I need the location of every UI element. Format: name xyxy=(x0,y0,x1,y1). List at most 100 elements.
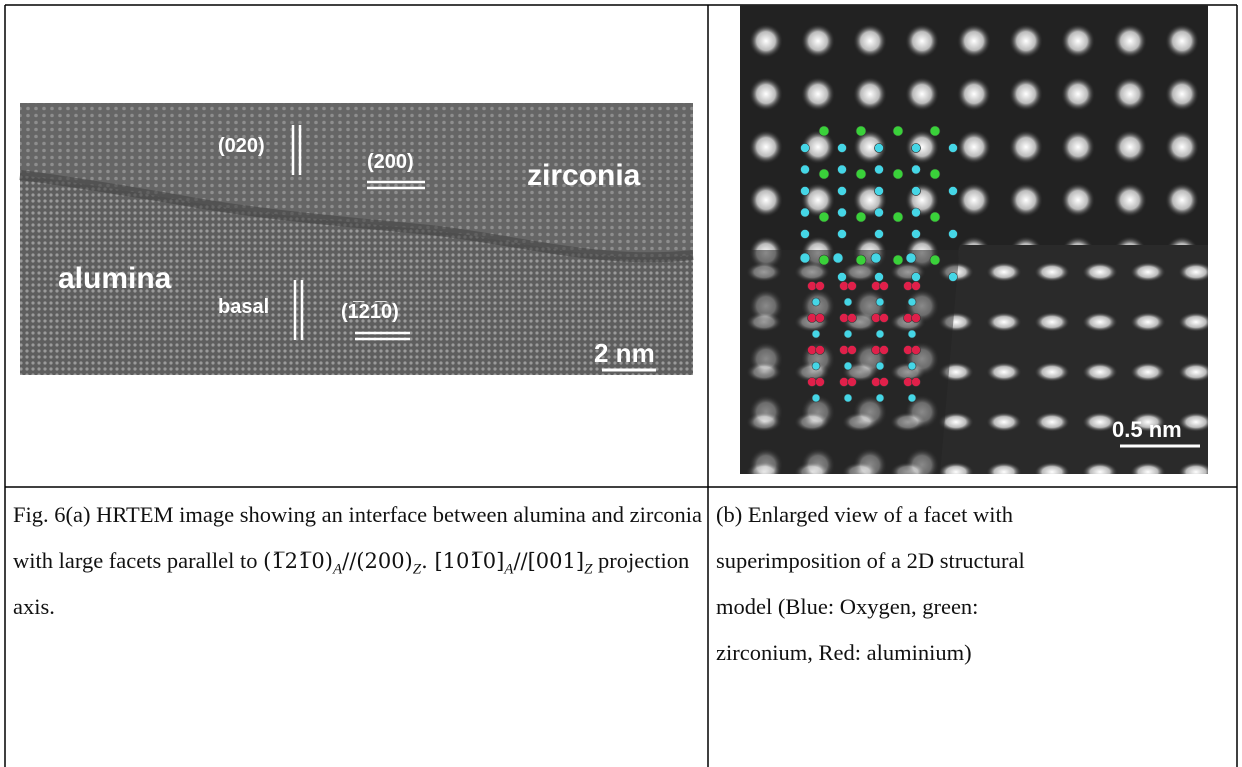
atom xyxy=(930,255,940,265)
atom xyxy=(812,298,820,306)
atom xyxy=(893,255,903,265)
atom xyxy=(856,169,866,179)
atom xyxy=(819,212,829,222)
atom xyxy=(912,165,921,174)
atom xyxy=(871,253,881,263)
label: (200) xyxy=(367,151,414,173)
atom xyxy=(856,126,866,136)
atom xyxy=(848,314,857,323)
page: (020) (200) zirconia alumina basal (1̅21… xyxy=(0,0,1242,767)
atom xyxy=(838,144,847,153)
atom xyxy=(904,378,913,387)
atom xyxy=(872,282,881,291)
caption-sub: Z xyxy=(413,562,421,578)
atom xyxy=(838,165,847,174)
atom xyxy=(840,282,849,291)
label: basal xyxy=(218,296,269,318)
atom xyxy=(949,273,958,282)
atom xyxy=(875,144,884,153)
atom xyxy=(838,187,847,196)
atom xyxy=(816,378,825,387)
atom xyxy=(816,282,825,291)
atom xyxy=(876,394,884,402)
atom xyxy=(840,346,849,355)
atom xyxy=(872,314,881,323)
atom xyxy=(880,282,889,291)
atom xyxy=(908,394,916,402)
atom xyxy=(912,144,921,153)
atom xyxy=(875,208,884,217)
atom xyxy=(808,378,817,387)
atom xyxy=(840,378,849,387)
atom xyxy=(856,212,866,222)
atom xyxy=(856,255,866,265)
atom xyxy=(812,330,820,338)
atom xyxy=(904,346,913,355)
atom xyxy=(840,314,849,323)
atom xyxy=(930,169,940,179)
hrtem-image-a: (020) (200) zirconia alumina basal (1̅21… xyxy=(20,103,693,375)
caption-math: //(200) xyxy=(342,549,413,573)
atom xyxy=(816,346,825,355)
caption-b: (b) Enlarged view of a facet with superi… xyxy=(716,492,1046,676)
atom xyxy=(949,144,958,153)
figure-table: (020) (200) zirconia alumina basal (1̅21… xyxy=(0,0,1242,767)
atom xyxy=(875,187,884,196)
atom xyxy=(838,208,847,217)
atom xyxy=(833,253,843,263)
caption-math: (1̅21̅0) xyxy=(263,549,333,573)
atom xyxy=(816,314,825,323)
atom xyxy=(875,273,884,282)
atom xyxy=(893,169,903,179)
atom xyxy=(880,378,889,387)
atom xyxy=(880,346,889,355)
atom xyxy=(808,346,817,355)
label: alumina xyxy=(58,262,172,295)
atom xyxy=(912,282,921,291)
caption-sub: A xyxy=(333,562,342,578)
atom xyxy=(904,282,913,291)
caption-math: . [101̅0] xyxy=(421,549,504,573)
atom xyxy=(812,362,820,370)
atom xyxy=(838,230,847,239)
atom xyxy=(912,230,921,239)
atom xyxy=(930,212,940,222)
atom xyxy=(819,126,829,136)
atom xyxy=(801,144,810,153)
label: (020) xyxy=(218,135,265,157)
atom xyxy=(893,126,903,136)
atom xyxy=(801,208,810,217)
atom xyxy=(872,378,881,387)
atom xyxy=(808,282,817,291)
atom xyxy=(844,330,852,338)
atom xyxy=(908,362,916,370)
label: (1̅21̅0) xyxy=(341,301,399,323)
atom xyxy=(949,230,958,239)
atom xyxy=(912,314,921,323)
atom xyxy=(912,346,921,355)
label: zirconia xyxy=(527,159,641,192)
atom xyxy=(912,273,921,282)
hrtem-image-b: 0.5 nm xyxy=(740,5,1208,474)
atom xyxy=(876,362,884,370)
atom xyxy=(808,314,817,323)
scale-bar-label: 0.5 nm xyxy=(1112,417,1182,442)
atom xyxy=(904,314,913,323)
atom xyxy=(880,314,889,323)
atom xyxy=(844,362,852,370)
caption-math: //[001] xyxy=(513,549,584,573)
atom xyxy=(844,394,852,402)
atom xyxy=(819,255,829,265)
atom xyxy=(912,208,921,217)
atom xyxy=(872,346,881,355)
atom xyxy=(838,273,847,282)
atom xyxy=(819,169,829,179)
atom xyxy=(812,394,820,402)
atom xyxy=(875,165,884,174)
atom xyxy=(801,165,810,174)
atom xyxy=(801,230,810,239)
atom xyxy=(848,282,857,291)
atom xyxy=(876,330,884,338)
atom xyxy=(912,187,921,196)
atom xyxy=(801,187,810,196)
